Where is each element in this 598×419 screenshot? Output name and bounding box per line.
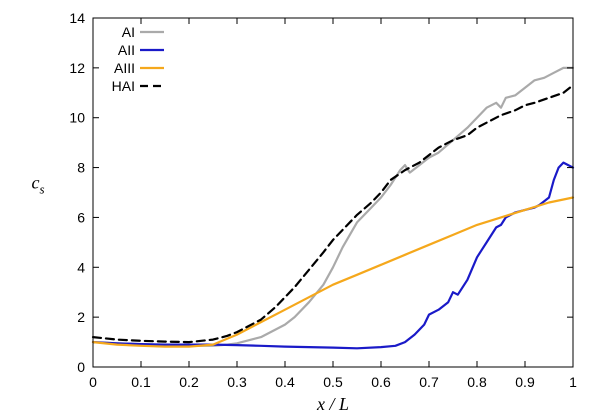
y-tick-label: 14 [69, 10, 85, 26]
y-tick-label: 10 [69, 110, 85, 126]
x-axis-title: x / L [316, 394, 349, 414]
x-tick-label: 0.1 [131, 374, 151, 390]
series-line-hai [91, 84, 575, 344]
x-tick-label: 0 [89, 374, 97, 390]
series-line-ai [91, 66, 575, 347]
y-tick-label: 6 [77, 209, 85, 225]
plot-frame [92, 17, 574, 368]
x-tick-label: 1 [569, 374, 577, 390]
x-tick-label: 0.2 [179, 374, 199, 390]
y-tick-label: 12 [69, 60, 85, 76]
legend-label-ai: AI [122, 24, 135, 40]
y-tick-label: 8 [77, 160, 85, 176]
y-axis-title-main: c [31, 173, 39, 193]
legend-label-aii: AII [118, 42, 135, 58]
legend-label-hai: HAI [112, 78, 135, 94]
x-tick-label: 0.6 [371, 374, 391, 390]
y-axis-title-subscript: s [39, 182, 44, 197]
legend-label-aiii: AIII [114, 60, 135, 76]
x-tick-label: 0.9 [515, 374, 535, 390]
series-line-aii [91, 161, 575, 350]
y-tick-label: 2 [77, 309, 85, 325]
y-axis-title: cs [31, 173, 44, 197]
legend: AI AII AIII HAI [112, 24, 164, 94]
x-tick-label: 0.5 [323, 374, 343, 390]
x-tick-label: 0.3 [227, 374, 247, 390]
x-tick-label: 0.4 [275, 374, 295, 390]
x-tick-label: 0.7 [419, 374, 439, 390]
series-line-aiii [91, 196, 575, 348]
y-tick-label: 4 [77, 259, 85, 275]
series-lines [91, 66, 575, 350]
x-tick-label: 0.8 [467, 374, 487, 390]
y-tick-label: 0 [77, 359, 85, 375]
